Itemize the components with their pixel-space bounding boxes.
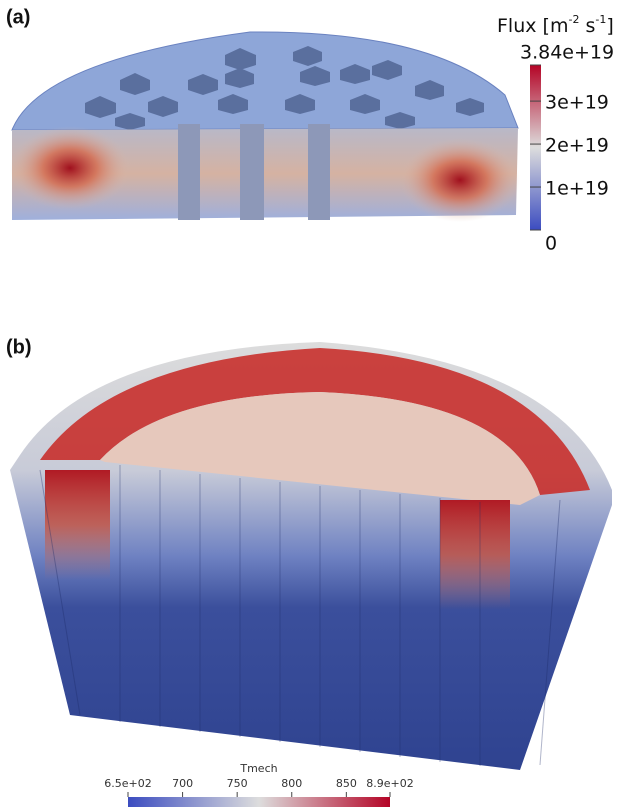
tick-label: 3.84e+19 xyxy=(520,42,614,64)
hot-spot xyxy=(10,126,130,210)
colorbar xyxy=(530,65,541,230)
tick-label: 0 xyxy=(545,233,557,255)
hot-stripe xyxy=(45,470,110,580)
panel-b: (b) xyxy=(6,336,612,770)
panel-a: (a) xyxy=(6,6,520,222)
hot-spot xyxy=(400,138,520,222)
tick-label: 850 xyxy=(336,777,357,790)
colorbar xyxy=(128,797,390,807)
panel-label: (b) xyxy=(6,336,32,358)
tick-label: 8.9e+02 xyxy=(366,777,413,790)
colorbar-b: Tmech 6.5e+02 700 750 800 850 8.9e+02 xyxy=(104,762,413,807)
tick-label: 6.5e+02 xyxy=(104,777,151,790)
tick-label: 700 xyxy=(172,777,193,790)
colorbar-title: Tmech xyxy=(239,762,277,775)
panel-label: (a) xyxy=(6,6,30,28)
figure: (a) (b) xyxy=(0,0,625,810)
tick-label: 750 xyxy=(227,777,248,790)
slab-top xyxy=(12,32,518,130)
hot-stripe xyxy=(440,500,510,610)
tick-label: 800 xyxy=(281,777,302,790)
tick-label: 3e+19 xyxy=(545,92,609,114)
tick-label: 2e+19 xyxy=(545,135,609,157)
colorbar-title: Flux [m-2 s-1] xyxy=(497,13,614,37)
tick-label: 1e+19 xyxy=(545,178,609,200)
